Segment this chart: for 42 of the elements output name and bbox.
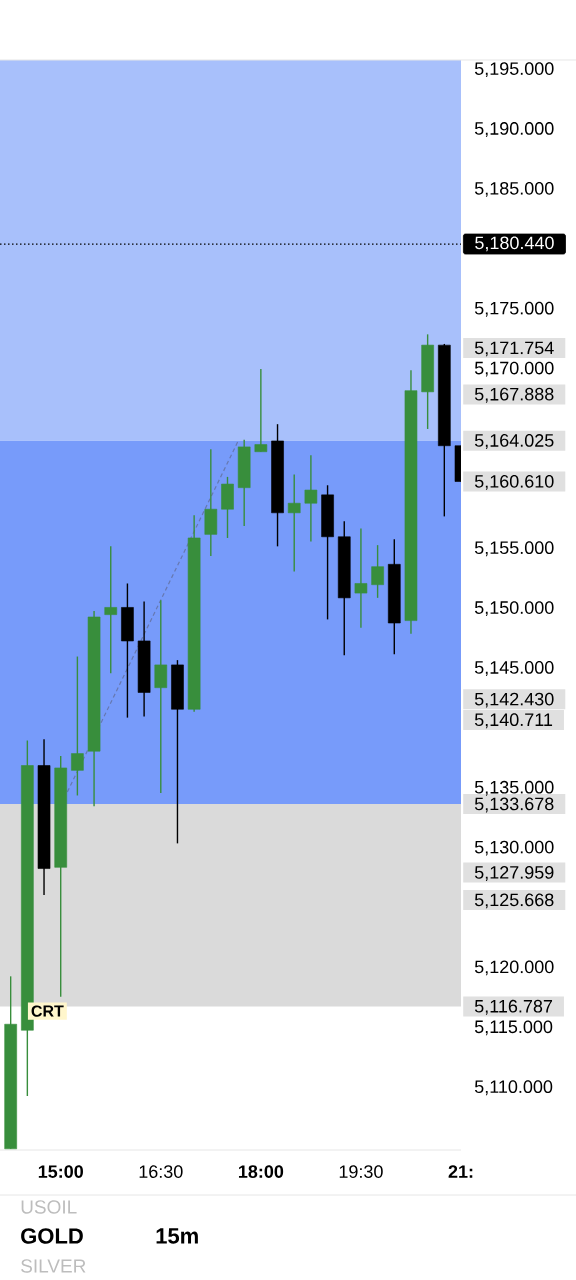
y-tick-label: 5,164.025 — [474, 434, 554, 449]
y-tick-label: 5,170.000 — [474, 361, 554, 377]
y-tick-label: 5,155.000 — [474, 541, 554, 557]
candlestick — [304, 454, 318, 543]
x-tick-label: 18:00 — [238, 1165, 284, 1178]
y-tick-label: 5,135.000 — [474, 780, 554, 796]
annotation: CRT — [31, 1005, 64, 1017]
y-tick-label: 5,140.711 — [474, 713, 553, 729]
y-tick-label: 5,195.000 — [474, 62, 554, 78]
text: USOIL — [21, 1200, 77, 1214]
candlestick — [371, 544, 384, 599]
y-tick-label: 5,142.430 — [474, 692, 554, 708]
candlestick — [354, 527, 368, 629]
y-tick-label: 5,120.000 — [474, 960, 554, 976]
y-tick-label: 5,160.610 — [474, 474, 554, 490]
x-tick-label: 21: — [448, 1165, 473, 1178]
x-tick-label: 19:30 — [339, 1165, 383, 1178]
candlestick — [287, 473, 301, 573]
y-tick-label: 5,125.668 — [474, 893, 554, 909]
y-tick-label: 5,133.678 — [474, 797, 554, 813]
candlestick — [254, 368, 268, 453]
y-tick-label: 5,115.000 — [474, 1020, 553, 1036]
y-tick-label: 5,175.000 — [474, 301, 554, 317]
y-tick-label: 5,171.754 — [474, 341, 554, 357]
y-tick-label: 5,127.959 — [474, 866, 554, 881]
text: GOLD — [21, 1228, 83, 1244]
candlestick — [71, 655, 84, 797]
y-tick-label: 5,150.000 — [474, 601, 554, 617]
y-tick-label: 5,190.000 — [474, 122, 554, 137]
x-tick-label: 15:00 — [38, 1165, 83, 1178]
x-tick-label: 16:30 — [139, 1165, 183, 1178]
candlestick — [154, 599, 168, 794]
y-tick-label: 5,167.888 — [474, 387, 554, 403]
text: 15m — [156, 1228, 198, 1244]
y-tick-label: 5,185.000 — [474, 181, 554, 197]
candlestick — [104, 545, 118, 674]
y-tick-label: 5,130.000 — [474, 840, 554, 856]
ref-line-label: 5,180.440 — [475, 236, 554, 252]
text: SILVER — [21, 1259, 86, 1273]
y-tick-label: 5,116.787 — [474, 999, 553, 1015]
y-tick-label: 5,110.000 — [474, 1080, 553, 1096]
y-tick-label: 5,145.000 — [474, 661, 554, 676]
